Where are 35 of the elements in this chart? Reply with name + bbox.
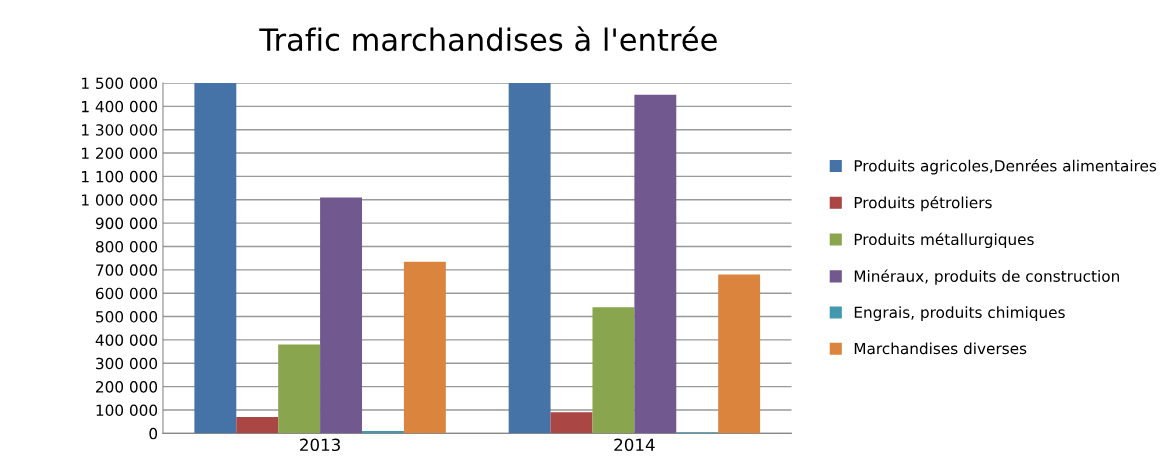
bar <box>634 94 677 434</box>
bar <box>194 82 237 434</box>
y-tick-label: 1 500 000 <box>82 77 158 89</box>
legend-label: Marchandises diverses <box>854 342 1027 355</box>
chart-title: Trafic marchandises à l'entrée <box>259 26 717 52</box>
bar <box>592 307 635 434</box>
legend-label: Produits pétroliers <box>854 195 992 212</box>
y-tick-label: 1 000 000 <box>82 194 158 206</box>
y-tick-label: 1 300 000 <box>82 124 158 136</box>
bar <box>403 261 446 434</box>
legend-label: Produits agricoles,Denrées alimentaires <box>854 159 1157 175</box>
y-tick-label: 800 000 <box>95 240 158 253</box>
bar <box>278 344 321 434</box>
y-tick-label: 300 000 <box>96 357 158 370</box>
x-tick-label: 2014 <box>614 438 655 452</box>
bar <box>320 197 362 434</box>
y-tick-label: 1 400 000 <box>82 100 158 113</box>
y-tick-label: 100 000 <box>96 404 158 416</box>
y-tick-label: 700 000 <box>96 264 158 276</box>
y-tick-label: 200 000 <box>96 381 158 393</box>
y-tick-label: 1 100 000 <box>82 170 158 183</box>
y-tick-label: 1 200 000 <box>82 147 158 160</box>
bar <box>236 416 279 434</box>
bar <box>550 412 593 434</box>
y-tick-label: 500 000 <box>96 311 158 323</box>
legend-label: Minéraux, produits de construction <box>854 269 1119 285</box>
legend-label: Engrais, produits chimiques <box>854 306 1065 322</box>
x-tick-label: 2013 <box>300 438 340 452</box>
bar <box>718 274 761 434</box>
y-tick-label: 400 000 <box>95 334 158 346</box>
legend-label: Produits métallurgiques <box>854 232 1034 249</box>
bar <box>508 82 551 434</box>
y-tick-label: 0 <box>149 427 158 440</box>
y-tick-label: 600 000 <box>95 287 158 300</box>
y-tick-label: 900 000 <box>95 217 158 230</box>
